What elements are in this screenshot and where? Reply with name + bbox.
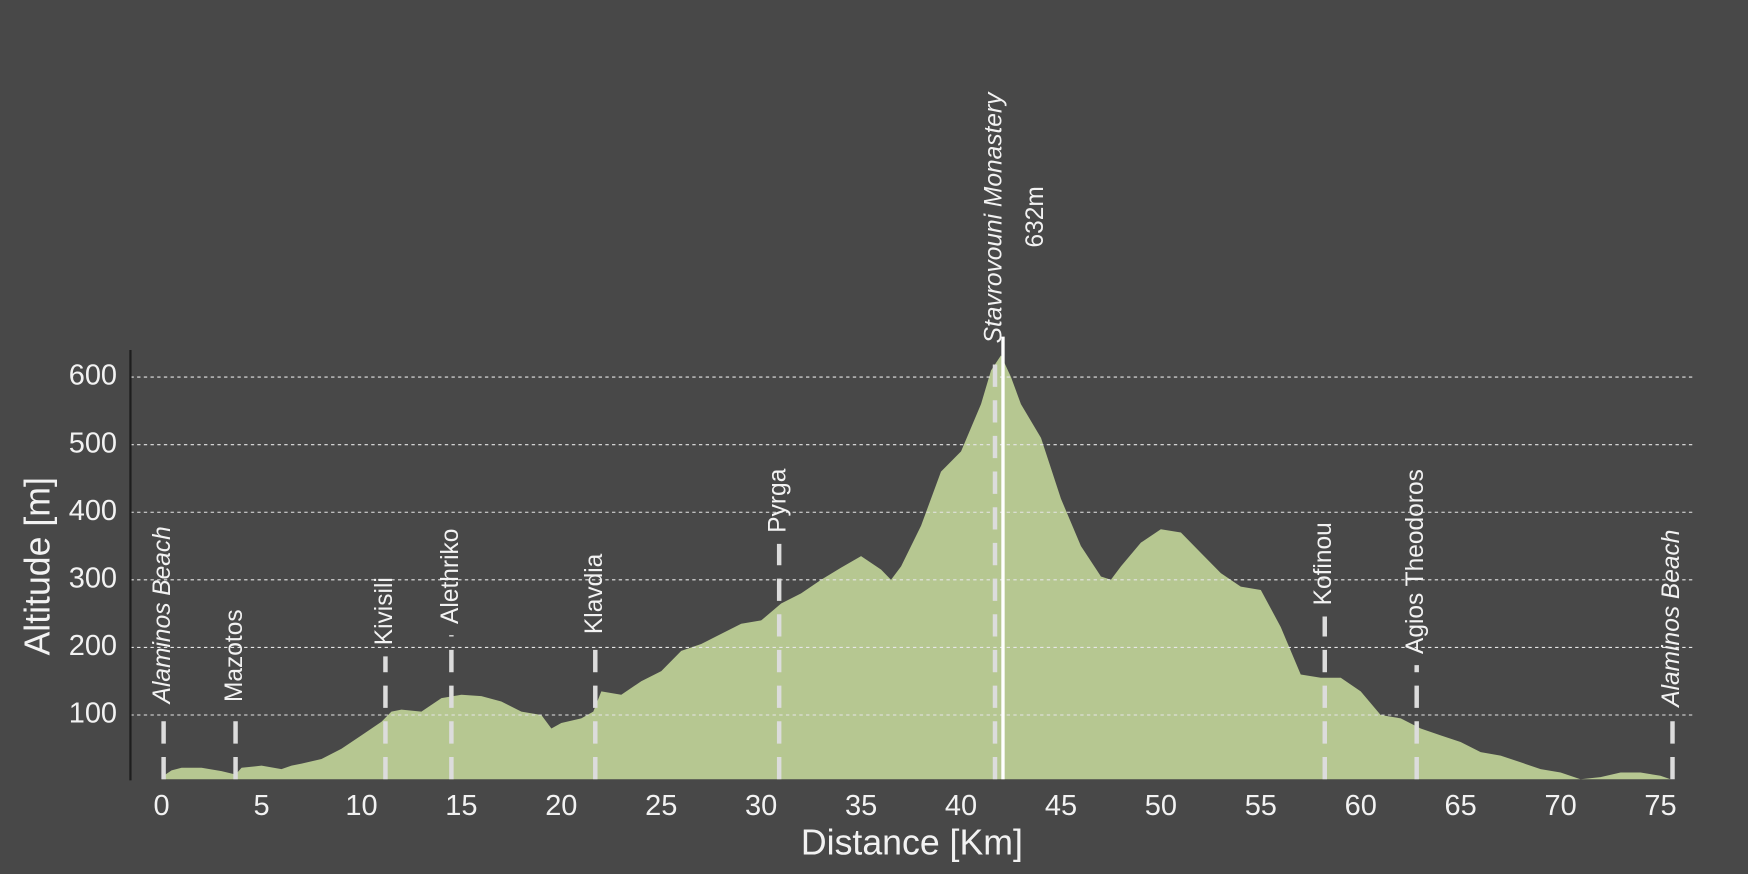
waypoint-label: Kivisili: [371, 577, 398, 645]
x-tick-label: 50: [1145, 790, 1177, 822]
x-tick-label: 75: [1644, 790, 1676, 822]
y-tick-label: 600: [69, 360, 117, 392]
waypoint-label: Alethriko: [437, 529, 464, 624]
peak-label: 632m: [1022, 186, 1049, 247]
y-tick-label: 100: [69, 698, 117, 730]
y-tick-label: 500: [69, 427, 117, 459]
x-tick-label: 15: [445, 790, 477, 822]
elevation-area: [161, 355, 1671, 780]
x-tick-label: 65: [1445, 790, 1477, 822]
waypoint-label: Pyrga: [765, 468, 792, 532]
x-tick-label: 25: [645, 790, 677, 822]
waypoint-label: Kofinou: [1310, 522, 1337, 605]
x-tick-label: 10: [345, 790, 377, 822]
y-tick-label: 200: [69, 630, 117, 662]
x-tick-label: 45: [1045, 790, 1077, 822]
x-axis-title: Distance [Km]: [801, 822, 1023, 862]
y-axis-title: Altitude [m]: [18, 477, 58, 655]
x-tick-label: 20: [545, 790, 577, 822]
waypoint-label: Alaminos Beach: [149, 526, 176, 705]
y-tick-label: 400: [69, 495, 117, 527]
x-tick-label: 0: [154, 790, 170, 822]
x-tick-label: 55: [1245, 790, 1277, 822]
waypoint-label: Stavrovouni Monastery: [980, 91, 1007, 343]
x-tick-label: 5: [253, 790, 269, 822]
y-tick-label: 300: [69, 562, 117, 594]
x-tick-label: 60: [1345, 790, 1377, 822]
x-tick-label: 70: [1544, 790, 1576, 822]
x-tick-label: 35: [845, 790, 877, 822]
waypoint-label: Agios Theodoros: [1402, 469, 1429, 654]
waypoint-label: Klavdia: [581, 553, 608, 634]
x-tick-label: 40: [945, 790, 977, 822]
waypoint-label: Mazotos: [221, 609, 248, 702]
waypoint-label: Alaminos Beach: [1658, 530, 1685, 709]
x-tick-label: 30: [745, 790, 777, 822]
